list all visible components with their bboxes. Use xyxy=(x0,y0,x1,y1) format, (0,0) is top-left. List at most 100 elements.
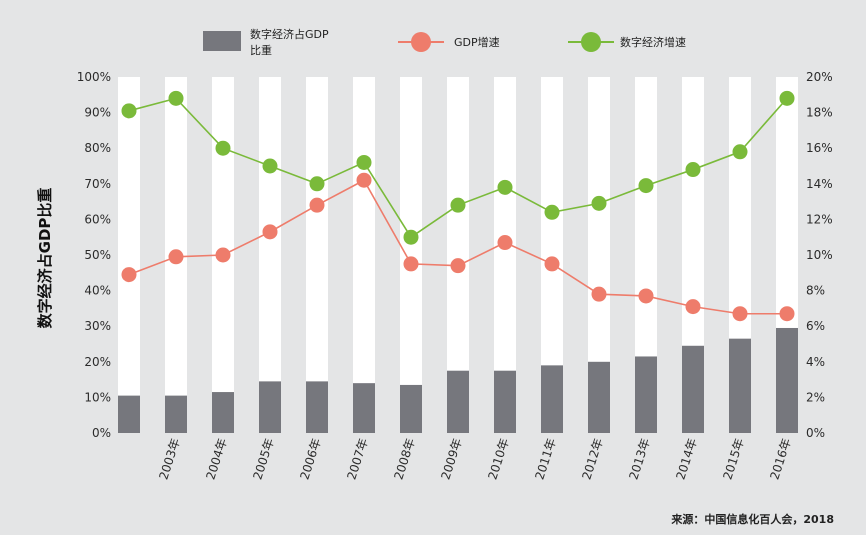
left-tick-label: 30% xyxy=(84,319,111,333)
bar-background xyxy=(541,77,563,433)
legend-digital-marker xyxy=(581,32,601,52)
digital-point xyxy=(732,144,748,160)
bar xyxy=(588,361,610,433)
gdp-point xyxy=(403,256,419,272)
gdp-point xyxy=(262,224,278,240)
bar xyxy=(306,381,328,433)
x-tick-label: 2005年 xyxy=(250,437,276,482)
x-tick-label: 2013年 xyxy=(626,437,652,482)
bar xyxy=(259,381,281,433)
bar xyxy=(353,383,375,433)
gdp-point xyxy=(544,256,560,272)
gdp-point xyxy=(215,247,231,263)
bar xyxy=(682,345,704,433)
x-tick-label: 2016年 xyxy=(767,437,793,482)
left-tick-label: 90% xyxy=(84,106,111,120)
left-tick-label: 70% xyxy=(84,177,111,191)
digital-point xyxy=(497,179,513,195)
left-tick-label: 0% xyxy=(92,426,111,440)
bar xyxy=(729,338,751,433)
x-tick-label: 2010年 xyxy=(485,437,511,482)
source-note: 来源：中国信息化百人会，2018 xyxy=(670,512,834,526)
digital-point xyxy=(450,197,466,213)
x-tick-label: 2011年 xyxy=(532,437,558,482)
bar xyxy=(541,365,563,433)
legend-digital-label: 数字经济增速 xyxy=(620,35,686,49)
right-tick-label: 16% xyxy=(806,141,833,155)
bar xyxy=(494,370,516,433)
gdp-point xyxy=(732,306,748,322)
bar xyxy=(400,384,422,433)
bars xyxy=(118,327,798,433)
right-tick-label: 18% xyxy=(806,106,833,120)
x-tick-label: 2004年 xyxy=(203,437,229,482)
digital-point xyxy=(262,158,278,174)
legend-bar-label-line1: 数字经济占GDP xyxy=(250,27,329,41)
digital-point xyxy=(356,154,372,170)
digital-point xyxy=(215,140,231,156)
bar xyxy=(165,395,187,433)
left-tick-label: 80% xyxy=(84,141,111,155)
gdp-point xyxy=(450,258,466,274)
y-axis-title: 数字经济占GDP比重 xyxy=(36,188,54,329)
bar-background xyxy=(447,77,469,433)
right-tick-label: 14% xyxy=(806,177,833,191)
digital-point xyxy=(685,162,701,178)
x-axis-ticks: 2003年 2004年 2005年 2006年 2007年 2008年 2009年 2010年… xyxy=(156,437,793,482)
bar-background xyxy=(353,77,375,433)
bar xyxy=(212,392,234,433)
bar-background xyxy=(494,77,516,433)
right-tick-label: 6% xyxy=(806,319,825,333)
legend-bar-swatch xyxy=(203,31,241,51)
right-tick-label: 12% xyxy=(806,212,833,226)
x-tick-label: 2009年 xyxy=(438,437,464,482)
x-tick-label: 2007年 xyxy=(344,437,370,482)
digital-point xyxy=(309,176,325,192)
bar-background xyxy=(588,77,610,433)
gdp-point xyxy=(685,299,701,315)
right-tick-label: 20% xyxy=(806,70,833,84)
bar xyxy=(635,356,657,433)
right-axis-ticks: 0% 2% 4% 6% 8% 10% 12% 14% 16% 18% 20% xyxy=(806,70,833,440)
left-tick-label: 60% xyxy=(84,212,111,226)
right-tick-label: 10% xyxy=(806,248,833,262)
right-tick-label: 4% xyxy=(806,355,825,369)
left-tick-label: 50% xyxy=(84,248,111,262)
legend: 数字经济占GDP 比重 GDP增速 数字经济增速 xyxy=(203,27,686,57)
digital-point xyxy=(544,204,560,220)
gdp-point xyxy=(638,288,654,304)
left-tick-label: 10% xyxy=(84,390,111,404)
right-tick-label: 0% xyxy=(806,426,825,440)
digital-point xyxy=(779,90,795,106)
bar-background xyxy=(400,77,422,433)
digital-point xyxy=(638,178,654,194)
x-tick-label: 2003年 xyxy=(156,437,182,482)
left-tick-label: 20% xyxy=(84,355,111,369)
legend-gdp-marker xyxy=(411,32,431,52)
gdp-point xyxy=(779,306,795,322)
bar-background xyxy=(259,77,281,433)
bar xyxy=(447,370,469,433)
x-tick-label: 2014年 xyxy=(673,437,699,482)
left-axis-ticks: 0% 10% 20% 30% 40% 50% 60% 70% 80% 90% 100% xyxy=(77,70,111,440)
bar-background xyxy=(635,77,657,433)
gdp-point xyxy=(168,249,184,265)
series-lines xyxy=(121,90,795,322)
gdp-point xyxy=(356,172,372,188)
legend-bar-label-line2: 比重 xyxy=(250,43,272,57)
gdp-point xyxy=(591,286,607,302)
right-tick-label: 2% xyxy=(806,390,825,404)
gdp-point xyxy=(121,267,137,283)
x-tick-label: 2006年 xyxy=(297,437,323,482)
bar xyxy=(118,395,140,433)
legend-gdp-label: GDP增速 xyxy=(454,35,500,49)
x-tick-label: 2015年 xyxy=(720,437,746,482)
digital-point xyxy=(403,229,419,245)
digital-point xyxy=(168,90,184,106)
left-tick-label: 40% xyxy=(84,284,111,298)
digital-point xyxy=(121,103,137,119)
x-tick-label: 2008年 xyxy=(391,437,417,482)
gdp-point xyxy=(497,235,513,251)
bar-background xyxy=(118,77,140,433)
